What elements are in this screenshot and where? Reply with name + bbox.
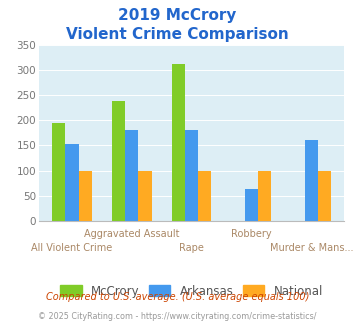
Text: © 2025 CityRating.com - https://www.cityrating.com/crime-statistics/: © 2025 CityRating.com - https://www.city… [38,312,317,321]
Text: Robbery: Robbery [231,229,272,240]
Bar [125,130,138,221]
Text: Aggravated Assault: Aggravated Assault [84,229,180,240]
Bar [138,171,152,221]
Bar [172,64,185,221]
Text: Murder & Mans...: Murder & Mans... [270,243,353,253]
Bar [52,123,65,221]
Bar [305,140,318,221]
Text: All Violent Crime: All Violent Crime [31,243,113,253]
Bar [318,171,331,221]
Bar [65,144,78,221]
Text: 2019 McCrory: 2019 McCrory [118,8,237,23]
Text: Violent Crime Comparison: Violent Crime Comparison [66,27,289,42]
Bar [185,130,198,221]
Legend: McCrory, Arkansas, National: McCrory, Arkansas, National [55,280,328,302]
Bar [198,171,212,221]
Text: Compared to U.S. average. (U.S. average equals 100): Compared to U.S. average. (U.S. average … [46,292,309,302]
Bar [112,101,125,221]
Bar [245,189,258,221]
Bar [258,171,271,221]
Text: Rape: Rape [179,243,204,253]
Bar [78,171,92,221]
